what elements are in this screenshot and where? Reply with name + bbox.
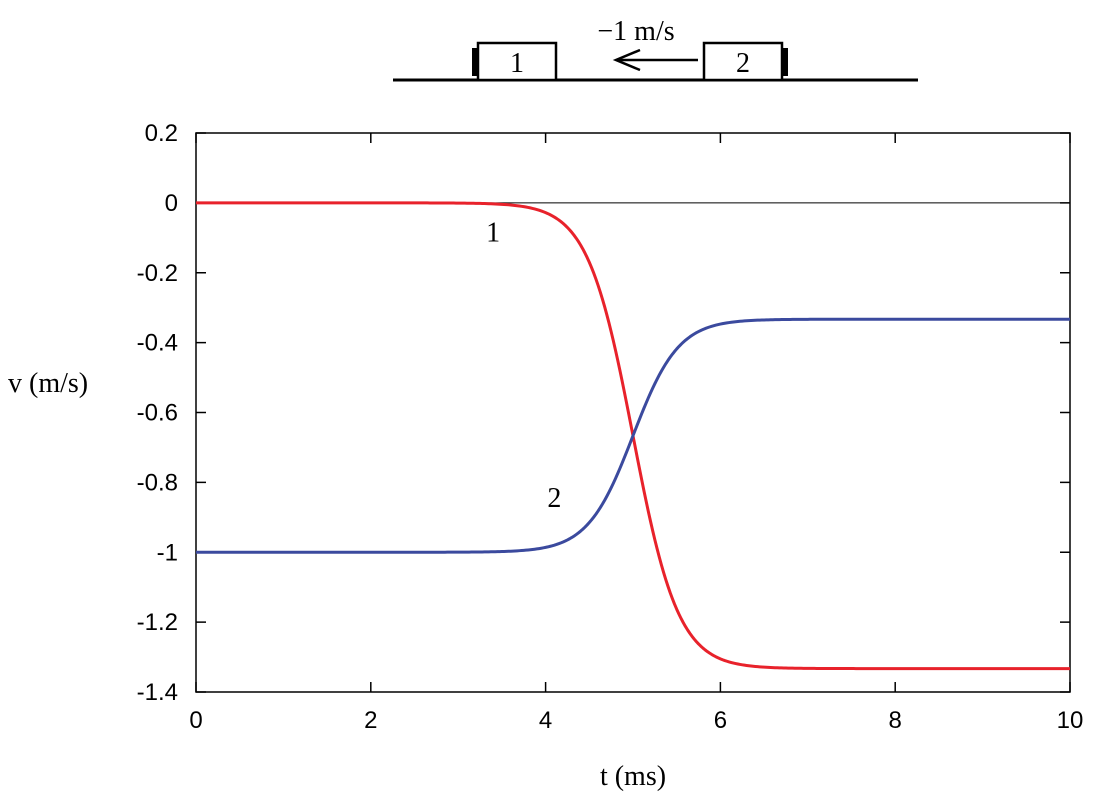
y-tick-label: 0 — [165, 190, 178, 217]
y-tick-label: -1.4 — [137, 679, 178, 706]
series-layer — [196, 201, 1070, 671]
x-tick-label: 10 — [1057, 707, 1084, 734]
cart-1-bumper — [472, 48, 478, 76]
x-tick-label: 4 — [539, 707, 552, 734]
cart-1 — [476, 41, 558, 82]
velocity-label: −1 m/s — [597, 16, 674, 47]
collision-diagram: 1 2 −1 m/s — [393, 16, 918, 82]
y-axis-title: v (m/s) — [8, 368, 88, 399]
y-tick-label: -1.2 — [137, 609, 178, 636]
x-tick-label: 8 — [889, 707, 902, 734]
curve-labels: 12 — [486, 217, 561, 514]
y-tick-label: -0.6 — [137, 400, 178, 427]
x-tick-label: 2 — [364, 707, 377, 734]
x-axis-title: t (ms) — [600, 761, 666, 792]
cart-2 — [702, 41, 784, 82]
plot: 0 2 4 6 8 10 0.2 0 -0.2 -0.4 -0.6 -0.8 -1 -1.2 -1.4 1… — [137, 120, 1084, 734]
x-tick-label: 6 — [714, 707, 727, 734]
y-ticks: 0.2 0 -0.2 -0.4 -0.6 -0.8 -1 -1.2 -1.4 — [137, 120, 1070, 706]
x-tick-label: 0 — [189, 707, 202, 734]
series-line-2 — [196, 317, 1070, 554]
curve-label-2: 2 — [547, 483, 561, 514]
curve-label-1: 1 — [486, 217, 500, 248]
y-tick-label: -0.4 — [137, 330, 178, 357]
y-tick-label: 0.2 — [145, 120, 178, 147]
y-tick-label: -0.8 — [137, 469, 178, 496]
velocity-arrow-icon — [612, 48, 698, 72]
x-ticks: 0 2 4 6 8 10 — [189, 133, 1083, 734]
y-tick-label: -0.2 — [137, 260, 178, 287]
cart-1-label: 1 — [510, 48, 524, 79]
cart-2-label: 2 — [736, 48, 750, 79]
plot-frame — [195, 132, 1071, 693]
cart-2-bumper — [782, 48, 788, 76]
y-tick-label: -1 — [157, 539, 178, 566]
